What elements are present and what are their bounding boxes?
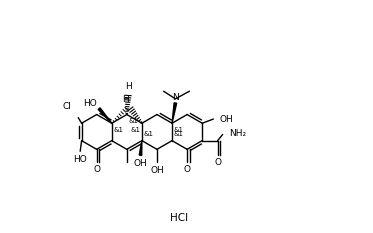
Text: &1: &1 [173,131,184,137]
Text: &1: &1 [174,127,184,133]
Text: O: O [214,158,221,167]
Text: OH: OH [134,159,147,168]
Polygon shape [98,108,112,123]
Polygon shape [139,141,142,155]
Text: NH₂: NH₂ [229,129,246,137]
Text: O: O [93,165,100,174]
Text: OH: OH [151,166,164,175]
Text: O: O [184,165,191,174]
Text: &1: &1 [144,131,154,137]
Text: Cl: Cl [63,102,72,111]
Text: &1: &1 [113,127,123,133]
Text: N: N [173,93,179,102]
Polygon shape [172,103,177,123]
Text: HO: HO [73,155,87,164]
Text: HCl: HCl [170,213,188,223]
Text: HO: HO [83,99,97,107]
Text: H: H [125,82,132,91]
Text: H: H [122,96,128,104]
Text: OH: OH [220,115,233,123]
Text: &1: &1 [130,127,140,133]
Text: &1: &1 [129,118,138,124]
